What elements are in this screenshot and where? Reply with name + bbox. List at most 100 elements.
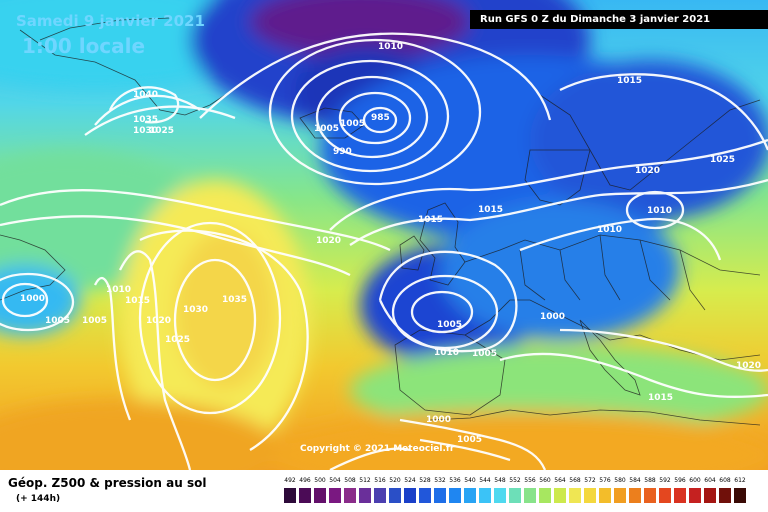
isobar-label: 1005 bbox=[45, 316, 70, 326]
isobar-label: 1005 bbox=[472, 349, 497, 359]
legend-value: 508 bbox=[344, 477, 356, 484]
isobar-south-1000 bbox=[399, 418, 547, 471]
legend-color-swatch bbox=[629, 488, 641, 503]
isobar-label: 1015 bbox=[648, 393, 673, 403]
weather-map: 1010 1015 985 990 1005 1005 1040 1035 10… bbox=[0, 0, 768, 500]
isobar-label: 1025 bbox=[710, 155, 735, 165]
legend-value: 576 bbox=[599, 477, 611, 484]
legend-value: 540 bbox=[464, 477, 476, 484]
legend-value: 500 bbox=[314, 477, 326, 484]
legend-color-swatch bbox=[689, 488, 701, 503]
legend-value: 580 bbox=[614, 477, 626, 484]
legend-value: 596 bbox=[674, 477, 686, 484]
isobar-greenland-1035 bbox=[94, 94, 201, 126]
legend-color-swatch bbox=[389, 488, 401, 503]
legend-color-swatch bbox=[704, 488, 716, 503]
isobar-label: 1035 bbox=[133, 115, 158, 125]
isobar-label: 1030 bbox=[183, 305, 208, 315]
legend-color-swatch bbox=[404, 488, 416, 503]
isobar-label: 1025 bbox=[149, 126, 174, 136]
isobar-europe-1025 bbox=[559, 73, 768, 151]
canada-coast bbox=[0, 234, 66, 301]
isobar-label: 1030 bbox=[133, 126, 158, 136]
legend-value: 592 bbox=[659, 477, 671, 484]
legend-value: 528 bbox=[419, 477, 431, 484]
isobar-labels: 1010 1015 985 990 1005 1005 1040 1035 10… bbox=[20, 42, 761, 445]
legend-value: 532 bbox=[434, 477, 446, 484]
isobar-1000 bbox=[290, 59, 450, 173]
geopotential-color-legend: 492 496 500 504 508 512 516 520 524 528 532 536 540 5… bbox=[284, 476, 752, 510]
legend-value: 556 bbox=[524, 477, 536, 484]
isobar-europe-1020 bbox=[329, 138, 768, 231]
legend-value: 604 bbox=[704, 477, 716, 484]
isobar-label: 1020 bbox=[736, 361, 761, 371]
isobar-label: 1010 bbox=[434, 348, 459, 358]
isobar-label: 1005 bbox=[457, 435, 482, 445]
isobar-atlantic-1025 bbox=[0, 215, 351, 277]
legend-color-swatch bbox=[494, 488, 506, 503]
legend-color-swatch bbox=[299, 488, 311, 503]
legend-value: 520 bbox=[389, 477, 401, 484]
legend-color-swatch bbox=[734, 488, 746, 503]
isobar-azores-1030 bbox=[138, 221, 282, 415]
legend-color-swatch bbox=[539, 488, 551, 503]
isobar-newfoundland-1005 bbox=[0, 272, 75, 332]
isobar-label: 1005 bbox=[314, 124, 339, 134]
isobar-990 bbox=[338, 91, 412, 145]
isobar-mediterranean-1020 bbox=[559, 328, 768, 372]
isobar-label: 1010 bbox=[106, 285, 131, 295]
isobar-1005-low bbox=[268, 38, 482, 186]
isobar-europe-1010 bbox=[519, 217, 722, 261]
legend-color-swatch bbox=[314, 488, 326, 503]
legend-value: 612 bbox=[734, 477, 746, 484]
isobar-label: 1035 bbox=[222, 295, 247, 305]
isobar-1010-arc bbox=[199, 32, 552, 121]
isobar-greenland-1040 bbox=[108, 86, 180, 124]
scandinavia-coast bbox=[524, 94, 761, 206]
isobars bbox=[0, 32, 768, 472]
isobar-label: 1010 bbox=[597, 225, 622, 235]
isobar-label: 1005 bbox=[340, 119, 365, 129]
central-europe-blue bbox=[440, 200, 680, 340]
legend-value: 584 bbox=[629, 477, 641, 484]
isobar-label: 1005 bbox=[437, 320, 462, 330]
legend-color-swatch bbox=[419, 488, 431, 503]
legend-color-swatch bbox=[524, 488, 536, 503]
isobar-label: 1000 bbox=[426, 415, 451, 425]
isobar-label: 990 bbox=[333, 147, 352, 157]
legend-color-swatch bbox=[284, 488, 296, 503]
isobar-atlantic-1015 bbox=[118, 250, 192, 471]
legend-color-swatch bbox=[719, 488, 731, 503]
legend-value: 544 bbox=[479, 477, 491, 484]
isobar-baltic-1010 bbox=[625, 190, 685, 230]
isobar-995 bbox=[315, 75, 429, 159]
legend-value: 560 bbox=[539, 477, 551, 484]
isobar-label: 1015 bbox=[418, 215, 443, 225]
isobar-biscay-1005 bbox=[391, 274, 499, 350]
isobar-label: 1000 bbox=[20, 294, 45, 304]
iceland-coast bbox=[299, 107, 365, 139]
legend-color-swatch bbox=[614, 488, 626, 503]
isobar-label: 1015 bbox=[617, 76, 642, 86]
legend-color-swatch bbox=[659, 488, 671, 503]
isobar-atlantic-1020 bbox=[0, 189, 391, 252]
isobar-label: 1020 bbox=[635, 166, 660, 176]
product-title: Géop. Z500 & pression au sol bbox=[8, 476, 207, 490]
legend-color-swatch bbox=[344, 488, 356, 503]
copyright: Copyright © 2021 Meteociel.fr bbox=[300, 444, 455, 454]
isobar-label: 1010 bbox=[378, 42, 403, 52]
legend-color-swatch bbox=[569, 488, 581, 503]
isobar-label: 985 bbox=[371, 113, 390, 123]
country-borders bbox=[519, 234, 706, 311]
legend-value: 548 bbox=[494, 477, 506, 484]
legend-value: 492 bbox=[284, 477, 296, 484]
legend-color-swatch bbox=[434, 488, 446, 503]
isobar-greenland-1030 bbox=[84, 105, 236, 136]
isobar-mediterranean-1015 bbox=[499, 352, 768, 399]
legend-value: 552 bbox=[509, 477, 521, 484]
forecast-date: Samedi 9 janvier 2021 bbox=[16, 12, 205, 30]
legend-value: 600 bbox=[689, 477, 701, 484]
great-britain-coast bbox=[419, 202, 466, 286]
isobar-label: 1040 bbox=[133, 90, 158, 100]
isobar-azores-1025 bbox=[139, 229, 309, 451]
